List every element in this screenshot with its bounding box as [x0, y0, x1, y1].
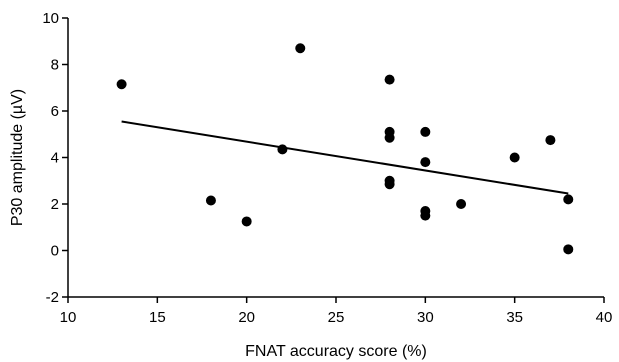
- x-axis: 10 15 20 25 30 35 40: [60, 296, 613, 326]
- data-point: [563, 244, 574, 255]
- x-tick-label: 25: [328, 309, 345, 326]
- data-point: [420, 157, 431, 168]
- data-point: [509, 152, 520, 163]
- data-point: [116, 79, 127, 90]
- y-tick-label: 2: [51, 196, 59, 213]
- y-axis: -2 0 2 4 6 8 10: [42, 10, 69, 306]
- x-tick-label: 20: [238, 309, 255, 326]
- data-point: [241, 216, 252, 227]
- data-point: [295, 43, 306, 54]
- y-tick-label: -2: [46, 289, 59, 306]
- data-point: [384, 132, 395, 143]
- x-tick-label: 35: [506, 309, 523, 326]
- data-point: [384, 179, 395, 190]
- data-point: [420, 126, 431, 137]
- x-tick-label: 40: [596, 309, 613, 326]
- y-tick-label: 0: [51, 243, 59, 260]
- regression-line: [121, 120, 569, 195]
- x-tick-label: 30: [417, 309, 434, 326]
- x-tick-label: 15: [149, 309, 166, 326]
- data-point: [563, 194, 574, 205]
- data-point: [277, 144, 288, 155]
- y-tick-label: 6: [51, 103, 59, 120]
- y-tick-label: 4: [51, 150, 59, 167]
- y-tick-label: 8: [51, 57, 59, 74]
- data-point: [205, 195, 216, 206]
- x-tick-label: 10: [60, 309, 77, 326]
- data-point: [456, 199, 467, 209]
- y-ticks: -2 0 2 4 6 8 10: [42, 10, 68, 306]
- data-points: [116, 43, 574, 255]
- x-axis-label: FNAT accuracy score (%): [245, 343, 427, 360]
- data-point: [545, 135, 556, 146]
- data-point: [384, 74, 395, 85]
- y-tick-label: 10: [42, 10, 59, 27]
- data-point: [420, 210, 431, 221]
- y-axis-label: P30 amplitude (µV): [9, 89, 26, 226]
- x-ticks: 10 15 20 25 30 35 40: [60, 297, 613, 326]
